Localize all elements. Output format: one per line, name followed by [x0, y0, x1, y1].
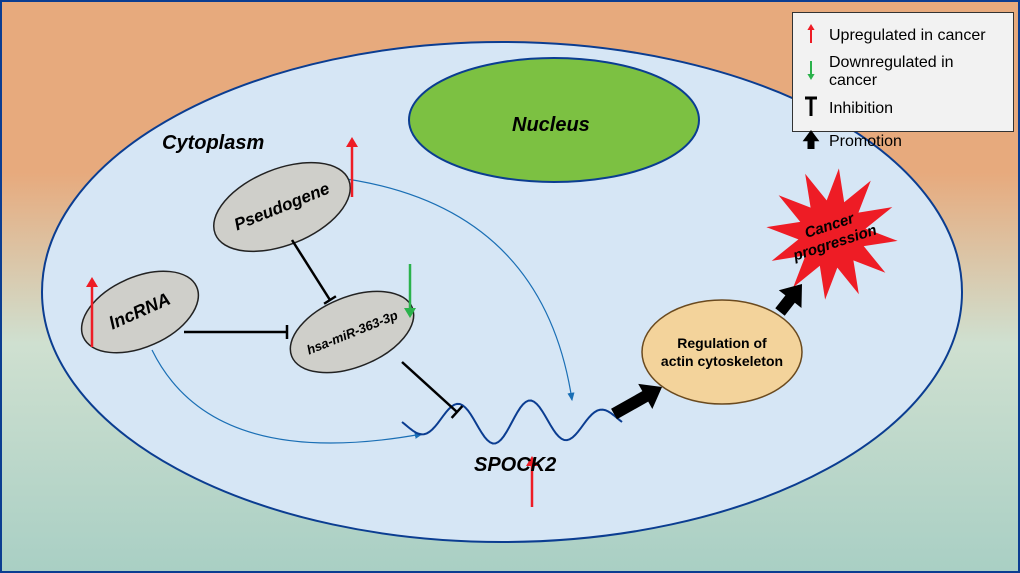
legend-up-icon — [801, 21, 821, 50]
actin-node-line1: Regulation of — [677, 335, 767, 351]
legend-row: Downregulated in cancer — [801, 52, 1005, 92]
spock2-label: SPOCK2 — [474, 454, 556, 477]
diagram-frame: Pseudogene lncRNA hsa-miR-363-3p Regulat… — [0, 0, 1020, 573]
legend-label: Inhibition — [829, 100, 893, 118]
legend-inhibit-icon — [801, 94, 821, 123]
legend-label: Upregulated in cancer — [829, 27, 986, 45]
legend-promote-icon — [801, 127, 821, 156]
cytoplasm-label: Cytoplasm — [162, 132, 264, 155]
actin-node-shape — [642, 300, 802, 404]
legend-row: Upregulated in cancer — [801, 19, 1005, 52]
legend-down-icon — [801, 58, 821, 87]
legend-label: Downregulated in cancer — [829, 54, 1005, 90]
nucleus-label: Nucleus — [512, 114, 590, 137]
legend-row: Promotion — [801, 125, 1005, 158]
legend-box: Upregulated in cancer Downregulated in ca… — [792, 12, 1014, 132]
actin-node-line2: actin cytoskeleton — [661, 353, 783, 369]
legend-row: Inhibition — [801, 92, 1005, 125]
legend-label: Promotion — [829, 133, 902, 151]
